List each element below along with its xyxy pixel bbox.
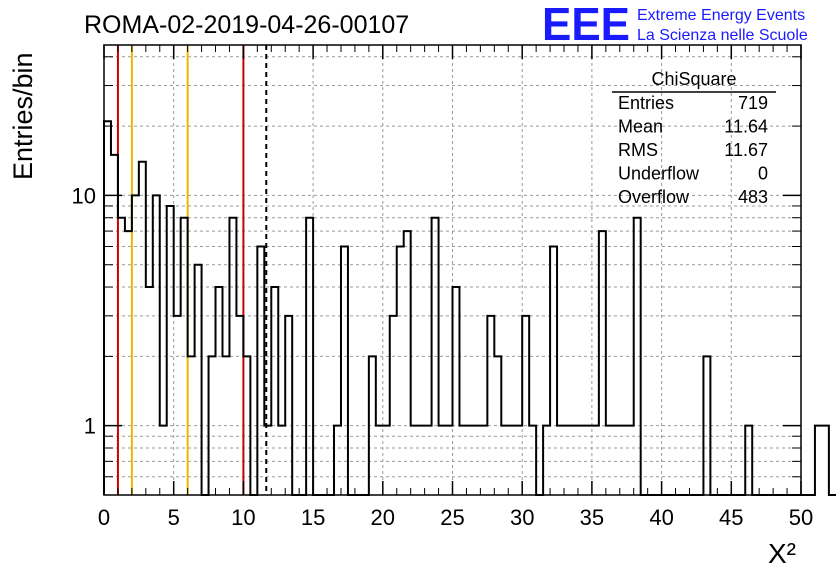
- logo-mark: EEE: [542, 0, 630, 50]
- stats-value: 719: [738, 93, 768, 113]
- stats-value: 11.67: [724, 140, 768, 160]
- y-axis-label: Entries/bin: [8, 52, 38, 180]
- x-tick-label: 20: [371, 505, 395, 530]
- logo-line-1: Extreme Energy Events: [637, 7, 805, 24]
- x-tick-label: 40: [649, 505, 673, 530]
- reference-lines: [116, 45, 268, 495]
- x-tick-label: 50: [789, 505, 813, 530]
- y-tick-label: 10: [72, 183, 96, 208]
- stats-box: ChiSquare Entries 719 Mean 11.64 RMS 11.67 Und…: [612, 69, 776, 207]
- x-tick-label: 25: [440, 505, 464, 530]
- stats-label: Overflow: [618, 187, 690, 207]
- x-tick-label: 35: [580, 505, 604, 530]
- stats-label: RMS: [618, 140, 658, 160]
- x-tick-label: 45: [719, 505, 743, 530]
- axis-ticks: 0 5 10 15 20 25 30 35 40 45 50 1 10: [72, 45, 813, 530]
- run-title: ROMA-02-2019-04-26-00107: [84, 11, 409, 39]
- stats-value: 0: [758, 164, 768, 184]
- stats-value: 483: [738, 187, 768, 207]
- x-tick-label: 30: [510, 505, 534, 530]
- eee-logo: EEE Extreme Energy Events La Scienza nel…: [542, 0, 808, 50]
- histogram-outline: [103, 120, 836, 496]
- stats-value: 11.64: [724, 117, 768, 137]
- stats-label: Mean: [618, 117, 663, 137]
- x-tick-label: 15: [301, 505, 325, 530]
- logo-line-2: La Scienza nelle Scuole: [637, 27, 808, 44]
- x-tick-label: 10: [231, 505, 255, 530]
- x-axis-label: X²: [768, 538, 796, 569]
- stats-label: Underflow: [618, 164, 700, 184]
- y-tick-label: 1: [84, 414, 96, 439]
- x-tick-label: 0: [98, 505, 110, 530]
- stats-rows: Entries 719 Mean 11.64 RMS 11.67 Underflow 0 Ove…: [618, 93, 768, 207]
- x-tick-label: 5: [168, 505, 180, 530]
- stats-box-title: ChiSquare: [651, 69, 736, 89]
- stats-label: Entries: [618, 93, 674, 113]
